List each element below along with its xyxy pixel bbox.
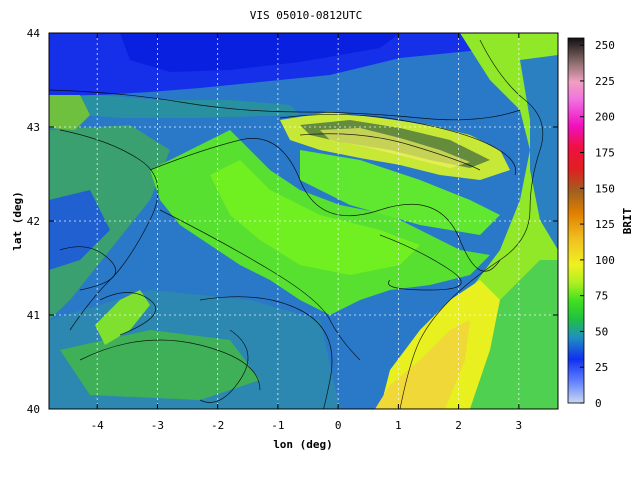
bay-of-biscay-inner <box>120 33 400 72</box>
pyrenees-highlight <box>320 128 470 168</box>
northwest-bright-patch <box>49 95 90 130</box>
contour-line <box>59 246 116 291</box>
y-axis-label: lat (deg) <box>11 191 24 251</box>
ebro-branch-north <box>300 150 500 235</box>
y-tick-label: 42 <box>27 215 40 228</box>
contour-line <box>79 339 261 391</box>
colorbar-label: BRIT <box>621 207 634 234</box>
west-blue-patch <box>49 190 110 270</box>
west-coast-bright-patch <box>95 290 150 345</box>
x-tick-label: -4 <box>91 419 105 432</box>
x-tick-label: 0 <box>335 419 342 432</box>
contour-line <box>299 133 481 171</box>
east-sea-green <box>470 260 558 409</box>
colorbar-tick-label: 150 <box>595 182 615 195</box>
colorbar-tick-label: 250 <box>595 39 615 52</box>
contour-line <box>379 234 462 291</box>
colorbar-tick-label: 50 <box>595 325 608 338</box>
contour-line <box>399 39 544 409</box>
colorbar: 0 25 50 75 100 125 150 175 200 225 250 BRIT <box>567 37 634 410</box>
contour-line <box>99 292 156 336</box>
colorbar-tick-label: 100 <box>595 254 615 267</box>
colorbar-tick-label: 0 <box>595 397 602 410</box>
contour-line <box>199 296 333 409</box>
x-axis: -4 -3 -2 -1 0 1 2 3 <box>91 33 523 432</box>
x-tick-label: 1 <box>395 419 402 432</box>
north-coast-strip <box>49 95 300 118</box>
y-tick-label: 41 <box>27 309 40 322</box>
y-axis: 40 41 42 43 44 <box>27 27 558 416</box>
ebro-valley-core <box>210 160 420 275</box>
contour-line <box>149 138 501 272</box>
x-tick-label: 3 <box>516 419 523 432</box>
west-interior-region <box>49 125 170 320</box>
colorbar-tick-label: 125 <box>595 218 615 231</box>
contour-line <box>279 114 517 176</box>
satellite-field <box>49 33 558 409</box>
x-axis-label: lon (deg) <box>273 438 333 451</box>
colorbar-tick-label: 225 <box>595 75 615 88</box>
contour-line <box>49 89 521 121</box>
colorbar-gradient <box>567 37 585 404</box>
colorbar-tick-label: 200 <box>595 111 615 124</box>
southeast-brightest-cloud <box>375 320 470 409</box>
contour-line <box>199 329 249 403</box>
contour-line <box>59 129 159 331</box>
colorbar-ticks: 0 25 50 75 100 125 150 175 200 225 250 <box>580 39 615 410</box>
chart-title: VIS 05010-0812UTC <box>250 9 363 22</box>
x-tick-label: -1 <box>271 419 284 432</box>
contour-line <box>159 209 361 361</box>
y-tick-label: 43 <box>27 121 40 134</box>
x-tick-label: -3 <box>151 419 164 432</box>
colorbar-tick-label: 25 <box>595 361 608 374</box>
colorbar-tick-label: 175 <box>595 147 615 160</box>
colorbar-tick-label: 75 <box>595 290 608 303</box>
y-tick-label: 44 <box>27 27 41 40</box>
x-tick-label: 2 <box>455 419 462 432</box>
y-tick-label: 40 <box>27 403 40 416</box>
x-tick-label: -2 <box>211 419 224 432</box>
terrain-contours <box>49 39 544 409</box>
